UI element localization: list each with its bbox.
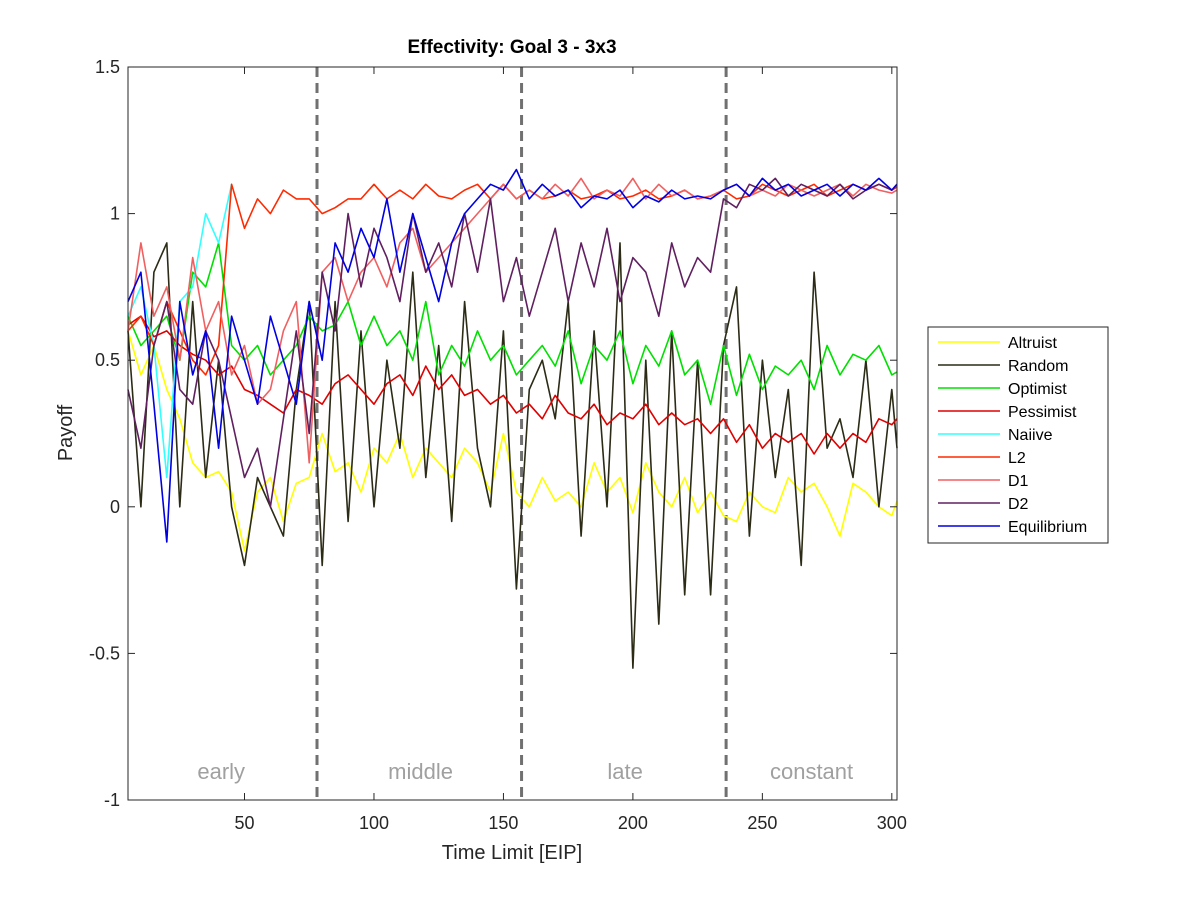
legend: Altruist Random Optimist Pessimist Naiive L2 D…	[927, 326, 1109, 544]
plot-area	[128, 67, 897, 800]
phase-label-late: late	[607, 759, 642, 784]
legend-label-d2: D2	[1008, 496, 1029, 513]
legend-label-d1: D1	[1008, 473, 1029, 490]
phase-boundaries	[315, 67, 728, 800]
phase-label-middle: middle	[388, 759, 453, 784]
phase-labels: early middle late constant	[197, 759, 853, 784]
series-line-d2	[127, 177, 898, 508]
series-line-pessimist	[127, 315, 898, 455]
plot-frame	[127, 66, 898, 801]
series-line-optimist	[127, 242, 898, 406]
phase-label-early: early	[197, 759, 245, 784]
y-tick-label: 1	[110, 204, 120, 224]
x-tick-label: 150	[488, 813, 518, 833]
series-lines	[127, 168, 898, 669]
chart-title: Effectivity: Goal 3 - 3x3	[407, 37, 616, 58]
legend-label-l2: L2	[1008, 450, 1026, 467]
legend-label-naiive: Naiive	[1008, 427, 1053, 444]
legend-label-optimist: Optimist	[1008, 381, 1067, 398]
y-tick-label: 0.5	[95, 350, 120, 370]
x-axis-ticks: 50 100 150 200 250 300	[234, 67, 907, 833]
legend-box	[927, 326, 1109, 544]
y-tick-label: 1.5	[95, 57, 120, 77]
legend-label-altruist: Altruist	[1008, 335, 1057, 352]
y-tick-label: -0.5	[89, 643, 120, 663]
x-tick-label: 100	[359, 813, 389, 833]
legend-label-equilibrium: Equilibrium	[1008, 519, 1087, 536]
x-tick-label: 250	[747, 813, 777, 833]
legend-label-pessimist: Pessimist	[1008, 404, 1077, 421]
y-axis-ticks: -1 -0.5 0 0.5 1 1.5	[89, 57, 897, 810]
y-axis-label: Payoff	[55, 404, 77, 461]
x-tick-label: 300	[877, 813, 907, 833]
x-tick-label: 200	[618, 813, 648, 833]
y-tick-label: 0	[110, 497, 120, 517]
y-tick-label: -1	[104, 790, 120, 810]
series-line-altruist	[127, 330, 898, 552]
series-line-random	[127, 242, 898, 669]
legend-label-random: Random	[1008, 358, 1068, 375]
x-axis-label: Time Limit [EIP]	[442, 842, 582, 864]
x-tick-label: 50	[234, 813, 254, 833]
phase-label-constant: constant	[770, 759, 853, 784]
series-line-equilibrium	[127, 168, 898, 543]
